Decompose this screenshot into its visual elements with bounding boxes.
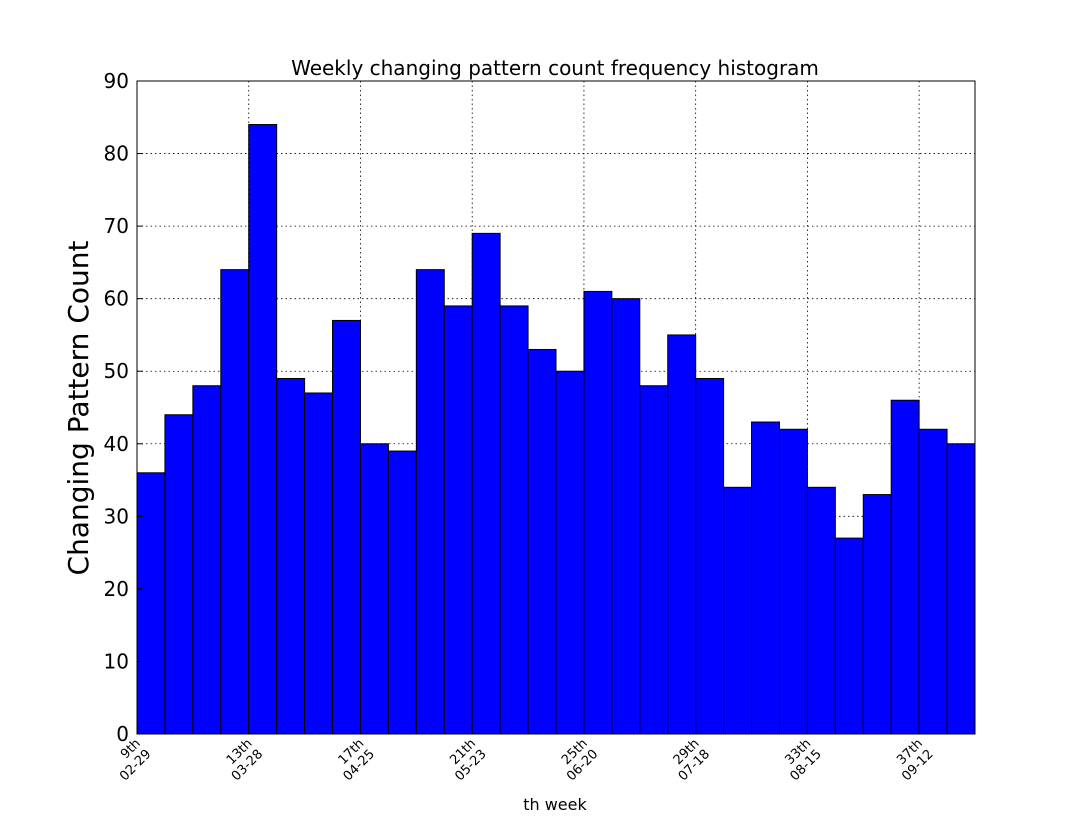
histogram-bar bbox=[667, 334, 697, 735]
histogram-bar bbox=[778, 428, 808, 735]
histogram-bar bbox=[248, 124, 278, 735]
histogram-bar bbox=[695, 377, 725, 735]
chart-title: Weekly changing pattern count frequency … bbox=[291, 56, 819, 80]
histogram-bar bbox=[387, 450, 417, 735]
y-tick-label: 30 bbox=[104, 504, 129, 528]
histogram-bar bbox=[946, 443, 976, 735]
y-tick-label: 20 bbox=[104, 577, 129, 601]
histogram-bar bbox=[583, 290, 613, 735]
histogram-bar bbox=[527, 348, 557, 735]
histogram-bar bbox=[834, 537, 864, 735]
histogram-bar bbox=[499, 305, 529, 735]
histogram-bar bbox=[304, 392, 334, 735]
y-tick-labels: 0 10 20 30 40 50 60 70 80 90 bbox=[104, 69, 129, 746]
y-tick-label: 70 bbox=[104, 214, 129, 238]
histogram-bar bbox=[332, 319, 361, 735]
axes bbox=[136, 80, 976, 735]
histogram-bar bbox=[359, 443, 389, 735]
histogram-bar bbox=[192, 385, 222, 735]
histogram-bar bbox=[276, 377, 306, 735]
plot-frame bbox=[136, 80, 976, 735]
histogram-bar bbox=[415, 269, 445, 735]
y-tick-label: 50 bbox=[104, 359, 129, 383]
histogram-bar bbox=[918, 428, 948, 735]
y-tick-label: 40 bbox=[104, 432, 129, 456]
histogram-bar bbox=[611, 298, 641, 735]
y-tick-label: 90 bbox=[104, 69, 129, 93]
histogram-bar bbox=[471, 232, 501, 735]
histogram-bar bbox=[136, 472, 166, 735]
histogram-bar bbox=[890, 399, 920, 735]
y-axis-label: Changing Pattern Count bbox=[62, 241, 95, 576]
histogram-bar bbox=[220, 269, 250, 735]
y-tick-label: 60 bbox=[104, 287, 129, 311]
histogram-bar bbox=[443, 305, 473, 735]
y-tick-label: 0 bbox=[116, 722, 129, 746]
histogram-bar bbox=[164, 414, 194, 735]
histogram-bar bbox=[806, 486, 836, 735]
histogram-bar bbox=[639, 385, 669, 735]
histogram-bar bbox=[862, 494, 892, 735]
x-axis-label: th week bbox=[523, 795, 587, 814]
y-tick-label: 10 bbox=[104, 649, 129, 673]
y-tick-label: 80 bbox=[104, 142, 129, 166]
bars bbox=[136, 124, 976, 735]
histogram-bar bbox=[555, 370, 585, 735]
histogram-bar bbox=[723, 486, 753, 735]
histogram-bar bbox=[751, 421, 780, 735]
